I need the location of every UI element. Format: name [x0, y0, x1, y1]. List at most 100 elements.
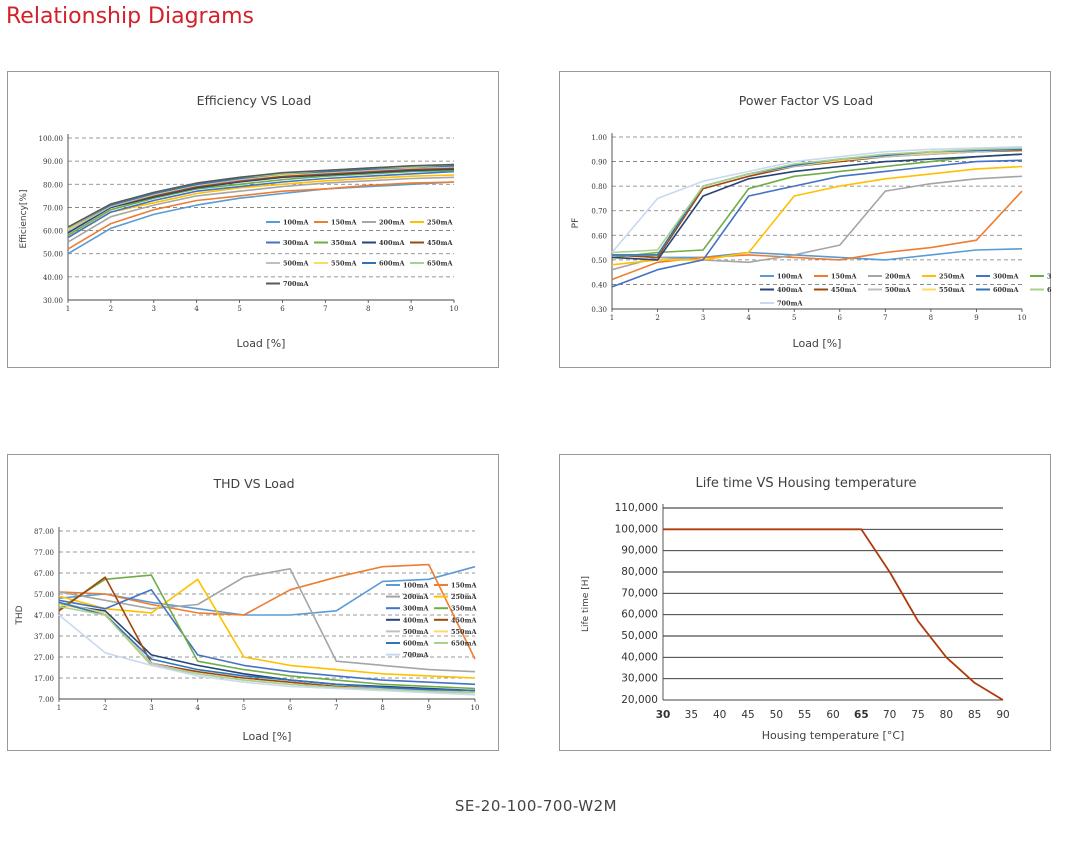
- x-axis-label: Load [%]: [793, 337, 842, 350]
- x-axis-label: Housing temperature [°C]: [762, 729, 905, 742]
- y-tick-label: 40,000: [621, 651, 658, 663]
- x-tick-label: 90: [996, 709, 1009, 721]
- x-tick-label: 35: [685, 709, 698, 721]
- x-tick-label: 1: [610, 314, 614, 322]
- legend-label: 250mA: [427, 219, 453, 227]
- x-tick-label: 55: [798, 709, 811, 721]
- chart-title: Power Factor VS Load: [739, 93, 873, 108]
- legend-label: 350mA: [331, 239, 357, 247]
- legend-label: 200mA: [403, 593, 429, 601]
- y-tick-label: 60,000: [621, 609, 658, 621]
- y-tick-label: 0.30: [591, 306, 607, 314]
- y-tick-label: 30,000: [621, 673, 658, 685]
- series-line-250mA: [58, 578, 476, 679]
- y-tick-label: 0.90: [591, 159, 607, 167]
- x-tick-label: 4: [746, 314, 751, 322]
- y-axis-label: Life time [H]: [581, 576, 591, 632]
- lifetime-chart-panel: Life time VS Housing temperature 20,000 30…: [559, 454, 1051, 751]
- y-tick-label: 0.50: [591, 257, 607, 265]
- legend-label: 500mA: [283, 260, 309, 268]
- x-tick-label: 2: [109, 305, 113, 313]
- legend-label: 550mA: [451, 628, 477, 636]
- series-line-150mA: [67, 181, 455, 250]
- x-tick-label: 45: [741, 709, 754, 721]
- y-tick-label: 50,000: [621, 630, 658, 642]
- y-axis-label: Efficiency[%]: [19, 190, 29, 249]
- legend-label: 700mA: [283, 280, 309, 288]
- series-line-700mA: [58, 614, 476, 696]
- series-line-lifetime: [663, 528, 1004, 701]
- x-tick-label: 8: [380, 704, 384, 712]
- x-tick-label: 5: [237, 305, 241, 313]
- legend-label: 700mA: [777, 300, 803, 308]
- legend-label: 550mA: [939, 286, 965, 294]
- y-tick-label: 57.00: [34, 591, 54, 599]
- legend-label: 600mA: [379, 260, 405, 268]
- x-tick-label: 80: [940, 709, 953, 721]
- series-line-700mA: [611, 146, 1023, 254]
- y-tick-label: 90,000: [621, 545, 658, 557]
- x-tick-label: 7: [323, 305, 327, 313]
- y-tick-label: 70.00: [43, 204, 63, 212]
- x-tick-label: 10: [471, 704, 480, 712]
- legend-label: 450mA: [831, 286, 857, 294]
- x-tick-label: 9: [427, 704, 431, 712]
- y-tick-label: 67.00: [34, 570, 54, 578]
- legend-label: 150mA: [451, 582, 477, 590]
- x-tick-label: 10: [1018, 314, 1027, 322]
- legend-label: 150mA: [331, 219, 357, 227]
- series-line-350mA: [67, 169, 455, 236]
- x-tick-label: 3: [701, 314, 705, 322]
- series-line-650mA: [611, 147, 1023, 254]
- series-line-400mA: [67, 168, 455, 234]
- x-tick-label: 50: [770, 709, 783, 721]
- y-tick-label: 37.00: [34, 633, 54, 641]
- legend-label: 650mA: [1047, 286, 1052, 294]
- x-tick-label: 3: [152, 305, 156, 313]
- x-tick-label: 60: [826, 709, 839, 721]
- x-tick-label: 9: [409, 305, 413, 313]
- thd-chart-panel: THD VS Load 7.00 17.00 27.00 37.00 47.00 57.00…: [7, 454, 499, 751]
- x-tick-label: 6: [838, 314, 843, 322]
- x-tick-label: 2: [655, 314, 659, 322]
- y-tick-label: 80,000: [621, 566, 658, 578]
- legend-label: 450mA: [451, 616, 477, 624]
- legend-label: 500mA: [403, 628, 429, 636]
- y-tick-label: 100.00: [39, 135, 64, 143]
- efficiency-chart: Efficiency VS Load 30.00 40.00 50.00 60.00 70…: [19, 93, 458, 350]
- series-line-300mA: [67, 170, 455, 239]
- y-tick-label: 77.00: [34, 549, 54, 557]
- series-line-200mA: [611, 175, 1023, 271]
- x-tick-label: 7: [883, 314, 887, 322]
- power-factor-chart: Power Factor VS Load 0.30 0.40 0.50 0.60 0.70…: [571, 93, 1052, 350]
- x-tick-label: 8: [366, 305, 370, 313]
- series-line-250mA: [611, 165, 1023, 266]
- series-line-350mA: [58, 574, 476, 690]
- y-tick-label: 20,000: [621, 694, 658, 706]
- series-line-600mA: [58, 601, 476, 692]
- series-line-550mA: [612, 148, 1023, 256]
- x-tick-label: 75: [911, 709, 924, 721]
- legend-label: 650mA: [451, 640, 477, 648]
- x-tick-label: 2: [103, 704, 107, 712]
- y-tick-label: 60.00: [43, 228, 63, 236]
- series-line-650mA: [58, 605, 476, 694]
- x-tick-label: 3: [149, 704, 153, 712]
- series-line-350mA: [611, 153, 1023, 259]
- series-line-300mA: [58, 589, 476, 686]
- y-tick-label: 40.00: [43, 274, 63, 282]
- y-axis-label: PF: [571, 218, 581, 229]
- x-tick-label: 65: [854, 709, 869, 721]
- y-tick-label: 110,000: [615, 502, 658, 514]
- x-tick-label: 40: [713, 709, 726, 721]
- legend-label: 400mA: [777, 286, 803, 294]
- lifetime-chart: Life time VS Housing temperature 20,000 30…: [581, 476, 1010, 742]
- series-line-100mA: [611, 248, 1023, 261]
- series-line-300mA: [611, 159, 1023, 288]
- legend-label: 200mA: [885, 273, 911, 281]
- legend-label: 150mA: [831, 273, 857, 281]
- x-axis-label: Load [%]: [237, 337, 286, 350]
- chart-title: Life time VS Housing temperature: [695, 476, 916, 491]
- y-tick-label: 47.00: [34, 612, 54, 620]
- legend-label: 700mA: [403, 651, 429, 659]
